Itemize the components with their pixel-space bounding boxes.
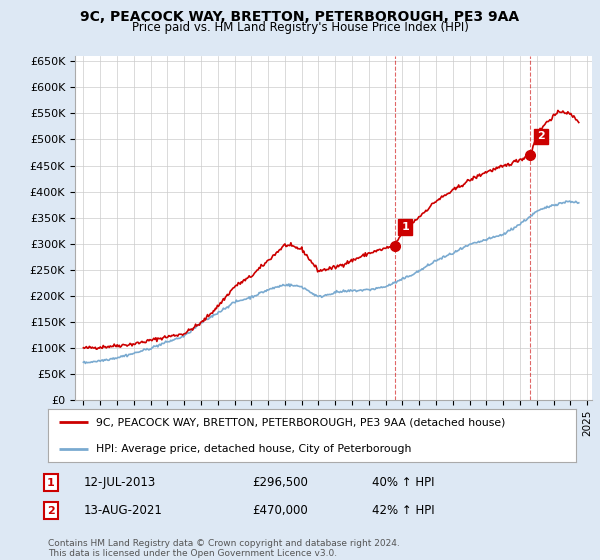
Text: £470,000: £470,000 [252, 504, 308, 517]
Text: Price paid vs. HM Land Registry's House Price Index (HPI): Price paid vs. HM Land Registry's House … [131, 21, 469, 34]
Text: 9C, PEACOCK WAY, BRETTON, PETERBOROUGH, PE3 9AA: 9C, PEACOCK WAY, BRETTON, PETERBOROUGH, … [80, 10, 520, 24]
Text: 42% ↑ HPI: 42% ↑ HPI [372, 504, 434, 517]
Text: 2: 2 [47, 506, 55, 516]
Text: 12-JUL-2013: 12-JUL-2013 [84, 476, 156, 489]
Text: £296,500: £296,500 [252, 476, 308, 489]
Text: 1: 1 [401, 222, 409, 232]
Text: Contains HM Land Registry data © Crown copyright and database right 2024.
This d: Contains HM Land Registry data © Crown c… [48, 539, 400, 558]
Text: 9C, PEACOCK WAY, BRETTON, PETERBOROUGH, PE3 9AA (detached house): 9C, PEACOCK WAY, BRETTON, PETERBOROUGH, … [95, 417, 505, 427]
Text: 1: 1 [47, 478, 55, 488]
Text: 40% ↑ HPI: 40% ↑ HPI [372, 476, 434, 489]
Text: 2: 2 [537, 132, 545, 142]
Text: 13-AUG-2021: 13-AUG-2021 [84, 504, 163, 517]
Text: HPI: Average price, detached house, City of Peterborough: HPI: Average price, detached house, City… [95, 444, 411, 454]
